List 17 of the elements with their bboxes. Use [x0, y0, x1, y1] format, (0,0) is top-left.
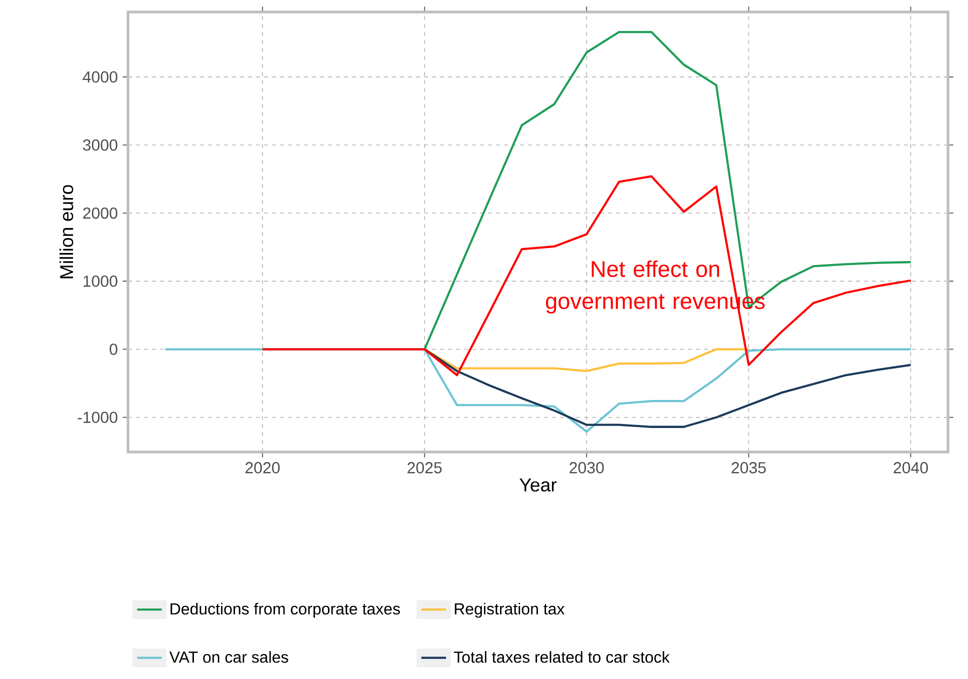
x-tick-label: 2030	[570, 462, 604, 474]
y-tick-label: 3000	[82, 139, 118, 151]
legend-label: VAT on car sales	[169, 651, 288, 663]
legend-label: Total taxes related to car stock	[454, 651, 670, 663]
y-tick-label: 4000	[82, 71, 118, 83]
x-tick-label: 2040	[894, 462, 928, 474]
y-tick-label: 1000	[84, 276, 118, 287]
x-tick-label: 2035	[732, 462, 766, 474]
y-axis-title: Million euro	[60, 185, 74, 278]
x-axis-title: Year	[520, 478, 557, 492]
x-tick-label: 2020	[246, 462, 280, 474]
y-tick-label: 0	[110, 344, 118, 355]
legend-label: Deductions from corporate taxes	[170, 602, 400, 618]
legend-label: Registration tax	[454, 602, 565, 618]
x-tick-label: 2025	[408, 462, 442, 474]
y-tick-label: -1000	[78, 412, 118, 424]
y-tick-label: 2000	[83, 207, 118, 219]
